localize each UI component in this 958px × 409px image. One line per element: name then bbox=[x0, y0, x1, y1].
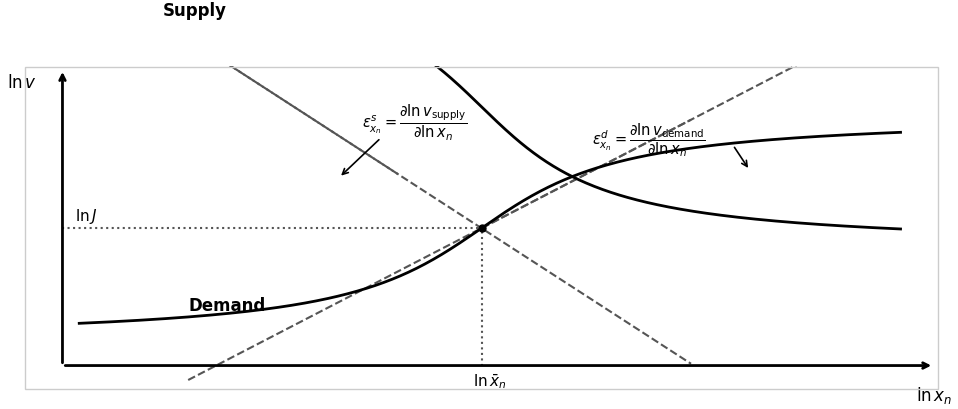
Text: Supply: Supply bbox=[163, 2, 227, 20]
Text: $\varepsilon^{s}_{x_n} = \dfrac{\partial \ln v_{\mathrm{supply}}}{\partial \ln x: $\varepsilon^{s}_{x_n} = \dfrac{\partial… bbox=[362, 102, 468, 142]
Text: $\ln x_n$: $\ln x_n$ bbox=[916, 384, 952, 405]
Text: Demand: Demand bbox=[188, 297, 265, 315]
Text: $\ln v$: $\ln v$ bbox=[8, 74, 37, 92]
Text: $\ln \bar{x}_n$: $\ln \bar{x}_n$ bbox=[473, 371, 507, 390]
Text: $\varepsilon^{d}_{x_n} = \dfrac{\partial \ln v_{\mathrm{demand}}}{\partial \ln x: $\varepsilon^{d}_{x_n} = \dfrac{\partial… bbox=[592, 120, 706, 158]
Text: $\ln J$: $\ln J$ bbox=[75, 206, 98, 225]
